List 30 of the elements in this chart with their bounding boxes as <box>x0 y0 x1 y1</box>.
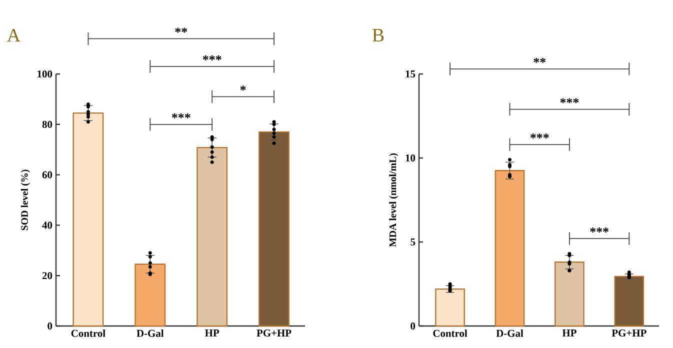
annotation: * <box>240 86 246 91</box>
x-tick-label: HP <box>205 330 220 336</box>
annotation: *** <box>530 134 549 138</box>
y-axis-title: SOD level (%) <box>20 170 30 230</box>
y-tick-label: 5 <box>410 238 416 246</box>
annotation: *** <box>590 228 608 232</box>
y-tick-label: 60 <box>42 171 52 178</box>
y-tick-label: 100 <box>38 70 52 78</box>
y-tick-label: 0 <box>410 322 416 330</box>
x-tick-label: D-Gal <box>136 330 164 337</box>
x-tick-label: PG+HP <box>256 330 292 337</box>
y-tick-label: 15 <box>406 70 416 78</box>
chart-title: A <box>7 29 20 42</box>
y-axis-title: MDA level (nmol/mL) <box>389 153 398 247</box>
x-tick-label: PG+HP <box>612 330 646 337</box>
y-tick-label: 10 <box>406 154 416 162</box>
y-tick-label: 0 <box>48 322 52 330</box>
text: *** <box>202 55 222 60</box>
annotation: *** <box>172 113 190 118</box>
y-tick-label: 20 <box>42 272 52 280</box>
y-tick-label: 80 <box>42 120 52 128</box>
x-tick-label: Control <box>433 330 468 337</box>
chart-title: B <box>372 29 384 42</box>
y-tick-label: 40 <box>42 222 52 229</box>
annotation: *** <box>560 98 579 104</box>
text: ** <box>534 58 546 63</box>
x-tick-label: Control <box>71 330 106 337</box>
text: ** <box>175 28 188 33</box>
x-tick-label: D-Gal <box>496 330 524 337</box>
x-tick-label: HP <box>562 330 576 336</box>
